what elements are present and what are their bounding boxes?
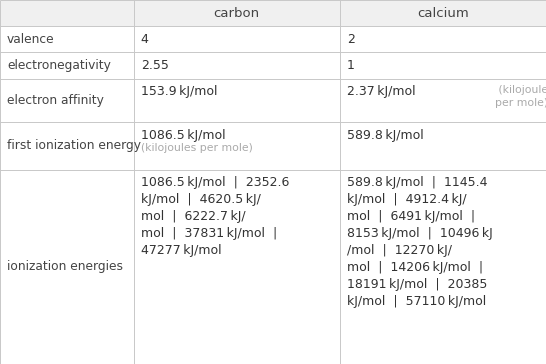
Text: 2.55: 2.55 bbox=[141, 59, 169, 72]
Text: first ionization energy: first ionization energy bbox=[7, 139, 141, 153]
Bar bbox=[0, 52, 134, 79]
Text: valence: valence bbox=[7, 33, 55, 46]
Bar bbox=[134, 79, 340, 122]
Text: 153.9 kJ/mol: 153.9 kJ/mol bbox=[141, 85, 217, 98]
Bar bbox=[134, 122, 340, 170]
Bar bbox=[340, 52, 546, 79]
Bar bbox=[0, 0, 134, 26]
Text: electron affinity: electron affinity bbox=[7, 94, 104, 107]
Bar bbox=[340, 26, 546, 52]
Text: 2: 2 bbox=[347, 33, 354, 46]
Text: 1086.5 kJ/mol  |  2352.6
kJ/mol  |  4620.5 kJ/
mol  |  6222.7 kJ/
mol  |  37831 : 1086.5 kJ/mol | 2352.6 kJ/mol | 4620.5 k… bbox=[141, 176, 289, 257]
Text: electronegativity: electronegativity bbox=[7, 59, 111, 72]
Text: 589.8 kJ/mol: 589.8 kJ/mol bbox=[347, 129, 424, 142]
Bar bbox=[340, 0, 546, 26]
Text: calcium: calcium bbox=[417, 7, 468, 20]
Bar bbox=[0, 122, 134, 170]
Bar bbox=[134, 52, 340, 79]
Bar bbox=[0, 79, 134, 122]
Bar bbox=[340, 79, 546, 122]
Text: 1: 1 bbox=[347, 59, 354, 72]
Bar bbox=[134, 0, 340, 26]
Bar bbox=[134, 170, 340, 364]
Text: 4: 4 bbox=[141, 33, 149, 46]
Bar bbox=[340, 170, 546, 364]
Text: (kilojoules per mole): (kilojoules per mole) bbox=[141, 143, 253, 153]
Text: 589.8 kJ/mol  |  1145.4
kJ/mol  |  4912.4 kJ/
mol  |  6491 kJ/mol  |
8153 kJ/mol: 589.8 kJ/mol | 1145.4 kJ/mol | 4912.4 kJ… bbox=[347, 176, 492, 308]
Bar bbox=[134, 26, 340, 52]
Text: 1086.5 kJ/mol: 1086.5 kJ/mol bbox=[141, 129, 225, 142]
Bar bbox=[340, 122, 546, 170]
Bar bbox=[0, 170, 134, 364]
Text: (kilojoules
per mole): (kilojoules per mole) bbox=[495, 85, 546, 108]
Text: 2.37 kJ/mol: 2.37 kJ/mol bbox=[347, 85, 416, 98]
Bar bbox=[0, 26, 134, 52]
Text: ionization energies: ionization energies bbox=[7, 260, 123, 273]
Text: carbon: carbon bbox=[213, 7, 260, 20]
